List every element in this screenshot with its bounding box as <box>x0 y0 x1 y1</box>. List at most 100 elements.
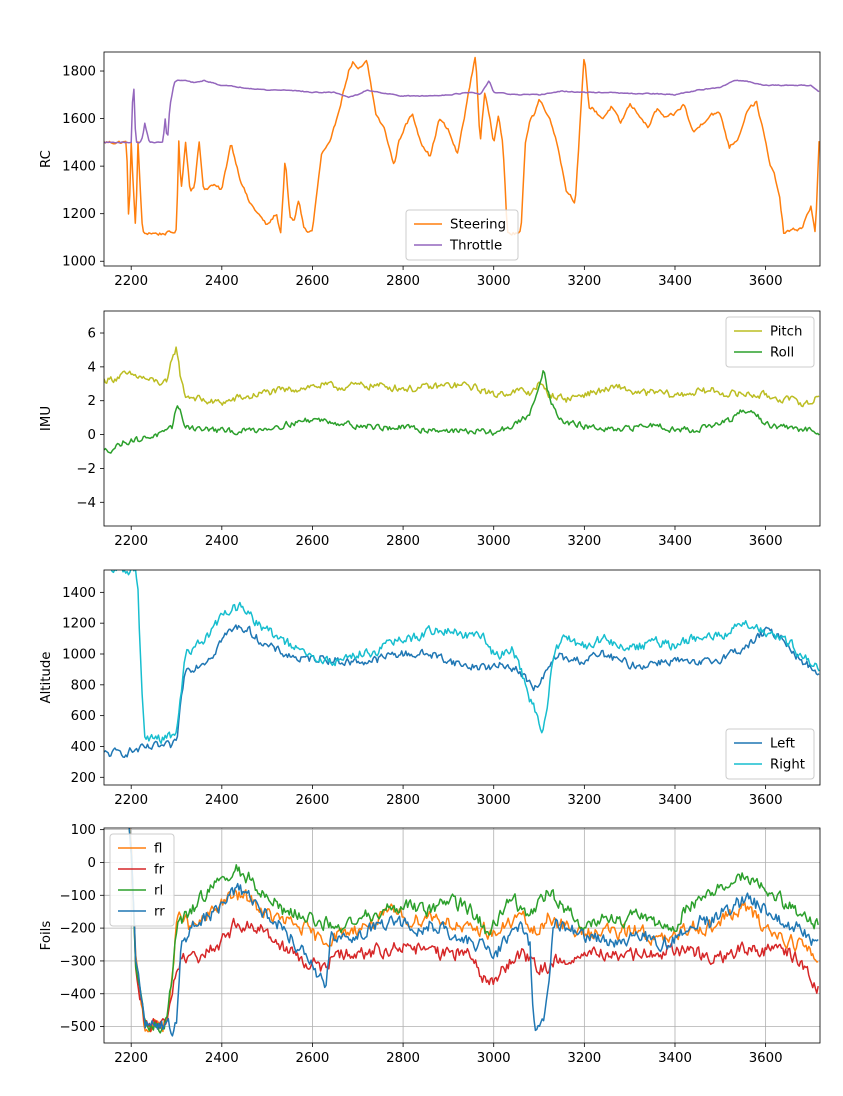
legend-label-rl: rl <box>154 884 163 899</box>
y-tick-label: 200 <box>71 771 96 786</box>
x-tick-label: 3600 <box>749 274 783 289</box>
x-tick-label: 3000 <box>477 1051 511 1066</box>
y-axis-label: Foils <box>39 921 54 951</box>
y-tick-label: −4 <box>76 496 96 511</box>
y-tick-label: 1000 <box>62 255 96 270</box>
legend-label-right: Right <box>770 758 805 773</box>
series-line-throttle <box>104 79 820 144</box>
legend-label-pitch: Pitch <box>770 325 802 340</box>
y-tick-label: 6 <box>88 327 96 342</box>
axes-frame <box>103 569 821 786</box>
legend-label-roll: Roll <box>770 346 794 361</box>
x-tick-label: 2600 <box>296 274 330 289</box>
y-tick-label: 800 <box>71 678 96 693</box>
panel-rc: 2200 2400 2600 2800 3000 3200 3400 3600 1000 1200… <box>39 51 821 289</box>
legend-label-fl: fl <box>154 842 162 857</box>
legend: Left Right <box>725 728 815 780</box>
legend-label-throttle: Throttle <box>449 239 502 254</box>
y-tick-label: 1200 <box>62 207 96 222</box>
axes-frame <box>103 827 821 1044</box>
x-tick-label: 3200 <box>567 793 601 808</box>
x-tick-label: 2200 <box>114 1051 148 1066</box>
x-tick-label: 2200 <box>114 534 148 549</box>
y-tick-label: 1400 <box>62 160 96 175</box>
series-line-left <box>104 624 820 759</box>
legend-label-left: Left <box>770 737 795 752</box>
series-group <box>104 570 820 759</box>
series-group <box>104 346 820 454</box>
x-tick-label: 3200 <box>567 274 601 289</box>
x-tick-label: 3400 <box>658 1051 692 1066</box>
y-tick-label: 2 <box>88 394 96 409</box>
series-line-roll <box>104 370 820 454</box>
x-tick-label: 2800 <box>386 274 420 289</box>
x-tick-label: 3600 <box>749 793 783 808</box>
legend-box <box>405 209 519 261</box>
x-tick-label: 2400 <box>205 793 239 808</box>
y-tick-label: 1200 <box>62 617 96 632</box>
y-tick-label: 1000 <box>62 647 96 662</box>
y-tick-label: −300 <box>59 954 96 969</box>
series-line-steering <box>104 56 820 236</box>
y-tick-label: 1800 <box>62 65 96 80</box>
legend-label-steering: Steering <box>450 218 506 233</box>
y-tick-label: 600 <box>71 709 96 724</box>
legend-box <box>109 833 175 927</box>
y-tick-label: −500 <box>59 1020 96 1035</box>
x-tick-label: 3200 <box>567 534 601 549</box>
legend-box <box>725 316 815 368</box>
x-tick-label: 2400 <box>205 274 239 289</box>
x-tick-label: 3400 <box>658 534 692 549</box>
x-tick-label: 3400 <box>658 274 692 289</box>
x-tick-label: 2600 <box>296 1051 330 1066</box>
series-line-fl <box>128 828 819 1033</box>
y-tick-label: −2 <box>76 462 96 477</box>
x-tick-label: 3200 <box>567 1051 601 1066</box>
y-tick-label: 1400 <box>62 586 96 601</box>
x-tick-label: 2200 <box>114 274 148 289</box>
series-line-rl <box>128 828 819 1034</box>
x-tick-label: 3400 <box>658 793 692 808</box>
series-line-right <box>110 570 820 745</box>
y-tick-label: 4 <box>88 360 96 375</box>
x-tick-label: 3000 <box>477 534 511 549</box>
x-tick-label: 3000 <box>477 793 511 808</box>
panel-foils: 2200 2400 2600 2800 3000 3200 3400 3600 −500 −400… <box>39 823 821 1066</box>
series-line-fr <box>128 828 819 1033</box>
y-tick-label: 100 <box>71 823 96 838</box>
y-tick-label: −100 <box>59 889 96 904</box>
panel-altitude: 2200 2400 2600 2800 3000 3200 3400 3600 200 400 60… <box>39 569 821 808</box>
legend-label-rr: rr <box>154 905 165 920</box>
x-tick-label: 2400 <box>205 534 239 549</box>
x-tick-label: 2800 <box>386 1051 420 1066</box>
x-tick-label: 3000 <box>477 274 511 289</box>
legend-box <box>725 728 815 780</box>
y-axis-label: IMU <box>39 406 54 431</box>
axes-frame <box>103 51 821 267</box>
x-tick-label: 3600 <box>749 1051 783 1066</box>
legend: fl fr rl rr <box>109 833 175 927</box>
series-line-pitch <box>104 346 820 408</box>
x-tick-label: 2800 <box>386 793 420 808</box>
legend: Pitch Roll <box>725 316 815 368</box>
panel-imu: 2200 2400 2600 2800 3000 3200 3400 3600 −4 −2 0 2 4 6… <box>39 310 821 549</box>
y-tick-label: 0 <box>88 428 96 443</box>
y-axis-label: Altitude <box>39 652 54 704</box>
x-tick-label: 2800 <box>386 534 420 549</box>
x-tick-label: 2400 <box>205 1051 239 1066</box>
legend-label-fr: fr <box>154 863 165 878</box>
y-tick-label: −200 <box>59 922 96 937</box>
y-tick-label: 400 <box>71 740 96 755</box>
x-tick-label: 2200 <box>114 793 148 808</box>
series-line-rr <box>128 828 819 1037</box>
axes-frame <box>103 310 821 527</box>
x-tick-label: 3600 <box>749 534 783 549</box>
y-tick-label: 0 <box>88 856 96 871</box>
x-tick-label: 2600 <box>296 793 330 808</box>
series-group <box>104 56 820 236</box>
legend: Steering Throttle <box>405 209 519 261</box>
x-tick-label: 2600 <box>296 534 330 549</box>
y-tick-label: 1600 <box>62 112 96 127</box>
y-axis-label: RC <box>39 150 54 168</box>
